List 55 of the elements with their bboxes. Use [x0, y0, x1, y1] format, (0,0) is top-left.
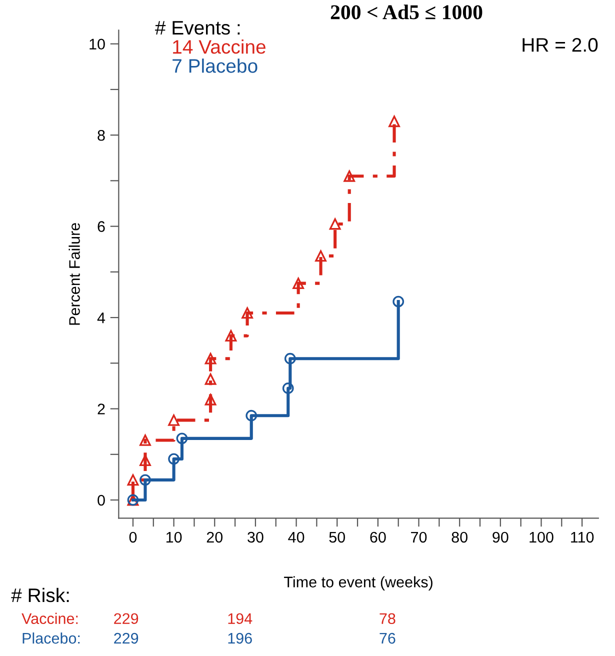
point	[140, 474, 151, 486]
point	[204, 394, 216, 406]
text: Vaccine:	[22, 612, 78, 624]
point	[344, 170, 356, 182]
point	[292, 278, 304, 290]
y-tick-label: 8	[98, 130, 105, 141]
x-tick-label: 60	[370, 532, 386, 543]
x-tick-label: 100	[530, 532, 554, 543]
x-tick-label: 110	[571, 532, 594, 543]
x-tick-label: 50	[329, 532, 346, 543]
x-tick-label: 80	[452, 532, 468, 543]
y-tick-label: 2	[98, 404, 105, 414]
point	[176, 432, 188, 444]
point	[388, 116, 400, 128]
point	[168, 453, 180, 465]
point	[204, 352, 216, 364]
point	[140, 434, 151, 446]
point	[329, 218, 341, 230]
point	[315, 250, 326, 262]
text: # Risk:	[11, 588, 69, 602]
text: 229	[114, 632, 138, 644]
point	[246, 410, 258, 422]
y-axis-title: Percent Failure	[68, 223, 80, 325]
text: 196	[228, 632, 252, 644]
point	[282, 382, 294, 394]
legend-title: # Events :	[155, 21, 240, 35]
x-tick-label: 30	[248, 532, 264, 543]
text: 14 Vaccine	[173, 39, 266, 54]
y-tick-label: 0	[98, 494, 105, 506]
text: 194	[228, 613, 252, 624]
y-tick-label: 10	[90, 38, 105, 50]
y-tick-label: 6	[98, 221, 105, 232]
point	[168, 414, 180, 426]
text: 78	[380, 613, 396, 624]
point	[392, 296, 404, 308]
point	[225, 330, 237, 342]
x-tick-label: 0	[129, 532, 137, 543]
point	[204, 373, 216, 385]
chart-title: 200 < Ad5 ≤ 1000	[330, 4, 482, 20]
y-tick-label: 4	[97, 312, 106, 324]
text: Placebo:	[22, 632, 80, 644]
x-tick-label: 20	[206, 532, 223, 543]
point	[284, 352, 296, 364]
point	[242, 307, 253, 319]
point	[140, 454, 151, 466]
annotation: HR = 2.0	[522, 38, 598, 52]
text: 76	[380, 632, 396, 644]
x-tick-label: 70	[411, 532, 427, 543]
x-tick-label: 90	[492, 532, 508, 543]
x-tick-label: 10	[166, 532, 182, 543]
x-tick-label: 40	[288, 532, 304, 543]
text: 229	[114, 613, 138, 624]
point	[127, 474, 139, 486]
text: 7 Placebo	[172, 58, 258, 73]
x-axis-title: Time to event (weeks)	[284, 576, 432, 590]
